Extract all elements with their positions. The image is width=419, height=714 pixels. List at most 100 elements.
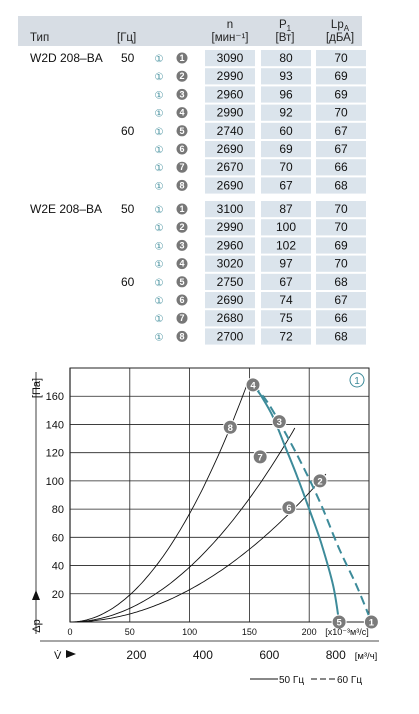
operating-point-number: 2: [179, 71, 184, 81]
x-tick-label-flow: 100: [182, 627, 197, 637]
curve-ref-symbol: ①: [155, 163, 164, 174]
table-cell-bg: [261, 104, 311, 121]
y-tick-label: 20: [52, 589, 64, 601]
cell-power: 92: [279, 106, 293, 120]
row-frequency: 50: [121, 202, 135, 216]
operating-point-marker: [281, 500, 297, 516]
operating-point-badge: [176, 88, 188, 100]
operating-point-label: 4: [250, 380, 256, 391]
table-cell-bg: [316, 310, 366, 327]
performance-table: Тип [Гц] n [мин⁻¹] P1 [Вт] LpA [дБА] W2D…: [18, 16, 366, 345]
table-cell-bg: [316, 68, 366, 85]
y-unit-label: [Па]: [31, 378, 43, 398]
table-cell-bg: [205, 310, 255, 327]
operating-point-number: 5: [179, 277, 184, 287]
table-cell-bg: [316, 201, 366, 218]
cell-power: 80: [279, 51, 293, 65]
operating-point-label: 2: [317, 476, 322, 487]
operating-point-badge: [176, 161, 188, 173]
table-cell-bg: [316, 292, 366, 309]
operating-point-number: 7: [179, 162, 184, 172]
table-cell-bg: [205, 141, 255, 158]
system-resistance-curve: [70, 384, 248, 623]
y-tick-label: 80: [52, 504, 64, 516]
cell-power: 69: [279, 142, 293, 156]
header-lp-sub: A: [344, 24, 350, 33]
fan-curve-50hz: [252, 384, 341, 623]
cell-noise: 70: [334, 257, 348, 271]
cell-power: 60: [279, 124, 293, 138]
curve-ref-symbol: ①: [155, 109, 164, 120]
curve-ref-symbol: ①: [155, 332, 164, 343]
table-cell-bg: [316, 273, 366, 290]
table-cell-bg: [261, 255, 311, 272]
cell-speed: 3100: [217, 202, 244, 216]
x-tick-label-flow: 200: [302, 627, 317, 637]
chart-points: 1 2 3 4 5 6 7 8: [222, 377, 379, 630]
table-cell-bg: [316, 159, 366, 176]
x-tick-label-flow: 50: [125, 627, 135, 637]
operating-point-badge: [176, 239, 188, 251]
x-tick-label-volume: 200: [126, 648, 146, 662]
header-p-label: P: [279, 19, 287, 31]
cell-speed: 3020: [217, 257, 244, 271]
table-cell-bg: [316, 255, 366, 272]
operating-point-badge: [176, 330, 188, 342]
operating-point-marker: [222, 419, 238, 435]
y-tick-label: 100: [46, 476, 64, 488]
curve-ref-symbol: ①: [155, 205, 164, 216]
cell-noise: 67: [334, 142, 348, 156]
table-cell-bg: [205, 177, 255, 194]
operating-point-number: 1: [179, 53, 184, 63]
cell-power: 67: [279, 275, 293, 289]
x-tick-label-volume: 800: [326, 648, 346, 662]
table-cell-bg: [205, 237, 255, 254]
cell-speed: 2990: [217, 220, 244, 234]
x-tick-label-volume: 400: [193, 648, 213, 662]
chart-grid: [69, 367, 370, 623]
table-cell-bg: [261, 219, 311, 236]
operating-point-number: 4: [179, 108, 184, 118]
table-cell-bg: [316, 219, 366, 236]
x-unit-flow: [x10⁻³м³/с]: [325, 627, 368, 637]
table-cell-bg: [316, 86, 366, 103]
operating-point-badge: [176, 52, 188, 64]
cell-speed: 2670: [217, 160, 244, 174]
cell-power: 67: [279, 178, 293, 192]
table-cell-bg: [261, 292, 311, 309]
table-cell-bg: [205, 328, 255, 345]
operating-point-badge: [176, 221, 188, 233]
cell-noise: 70: [334, 220, 348, 234]
cell-speed: 2690: [217, 178, 244, 192]
header-lp: LpA: [331, 19, 350, 33]
curve-ref-symbol: ①: [155, 223, 164, 234]
operating-point-badge: [176, 203, 188, 215]
table-cell-bg: [261, 86, 311, 103]
cell-speed: 2680: [217, 311, 244, 325]
curve-ref-symbol: ①: [155, 278, 164, 289]
curve-ref-symbol: ①: [155, 260, 164, 271]
table-cell-bg: [261, 273, 311, 290]
table-cell-bg: [316, 122, 366, 139]
operating-point-badge: [176, 312, 188, 324]
operating-point-number: 2: [179, 222, 184, 232]
table-cell-bg: [205, 86, 255, 103]
operating-point-badge: [176, 143, 188, 155]
table-cell-bg: [205, 122, 255, 139]
table-cell-bg: [316, 104, 366, 121]
operating-point-label: 7: [258, 452, 263, 463]
operating-point-marker: [312, 473, 328, 489]
x-tick-label-flow: 150: [242, 627, 257, 637]
cell-power: 100: [276, 220, 296, 234]
x-unit-volume: [м³/ч]: [355, 651, 378, 662]
table-cell-bg: [261, 237, 311, 254]
header-freq: [Гц]: [117, 32, 136, 44]
table-cell-bg: [261, 177, 311, 194]
y-tick-label: 140: [46, 419, 64, 431]
operating-point-label: 8: [228, 423, 233, 434]
curve-ref-symbol: ①: [155, 90, 164, 101]
cell-noise: 69: [334, 238, 348, 252]
table-cell-bg: [316, 177, 366, 194]
curve-badge-icon: [349, 372, 365, 388]
header-n-unit: [мин⁻¹]: [212, 32, 249, 44]
